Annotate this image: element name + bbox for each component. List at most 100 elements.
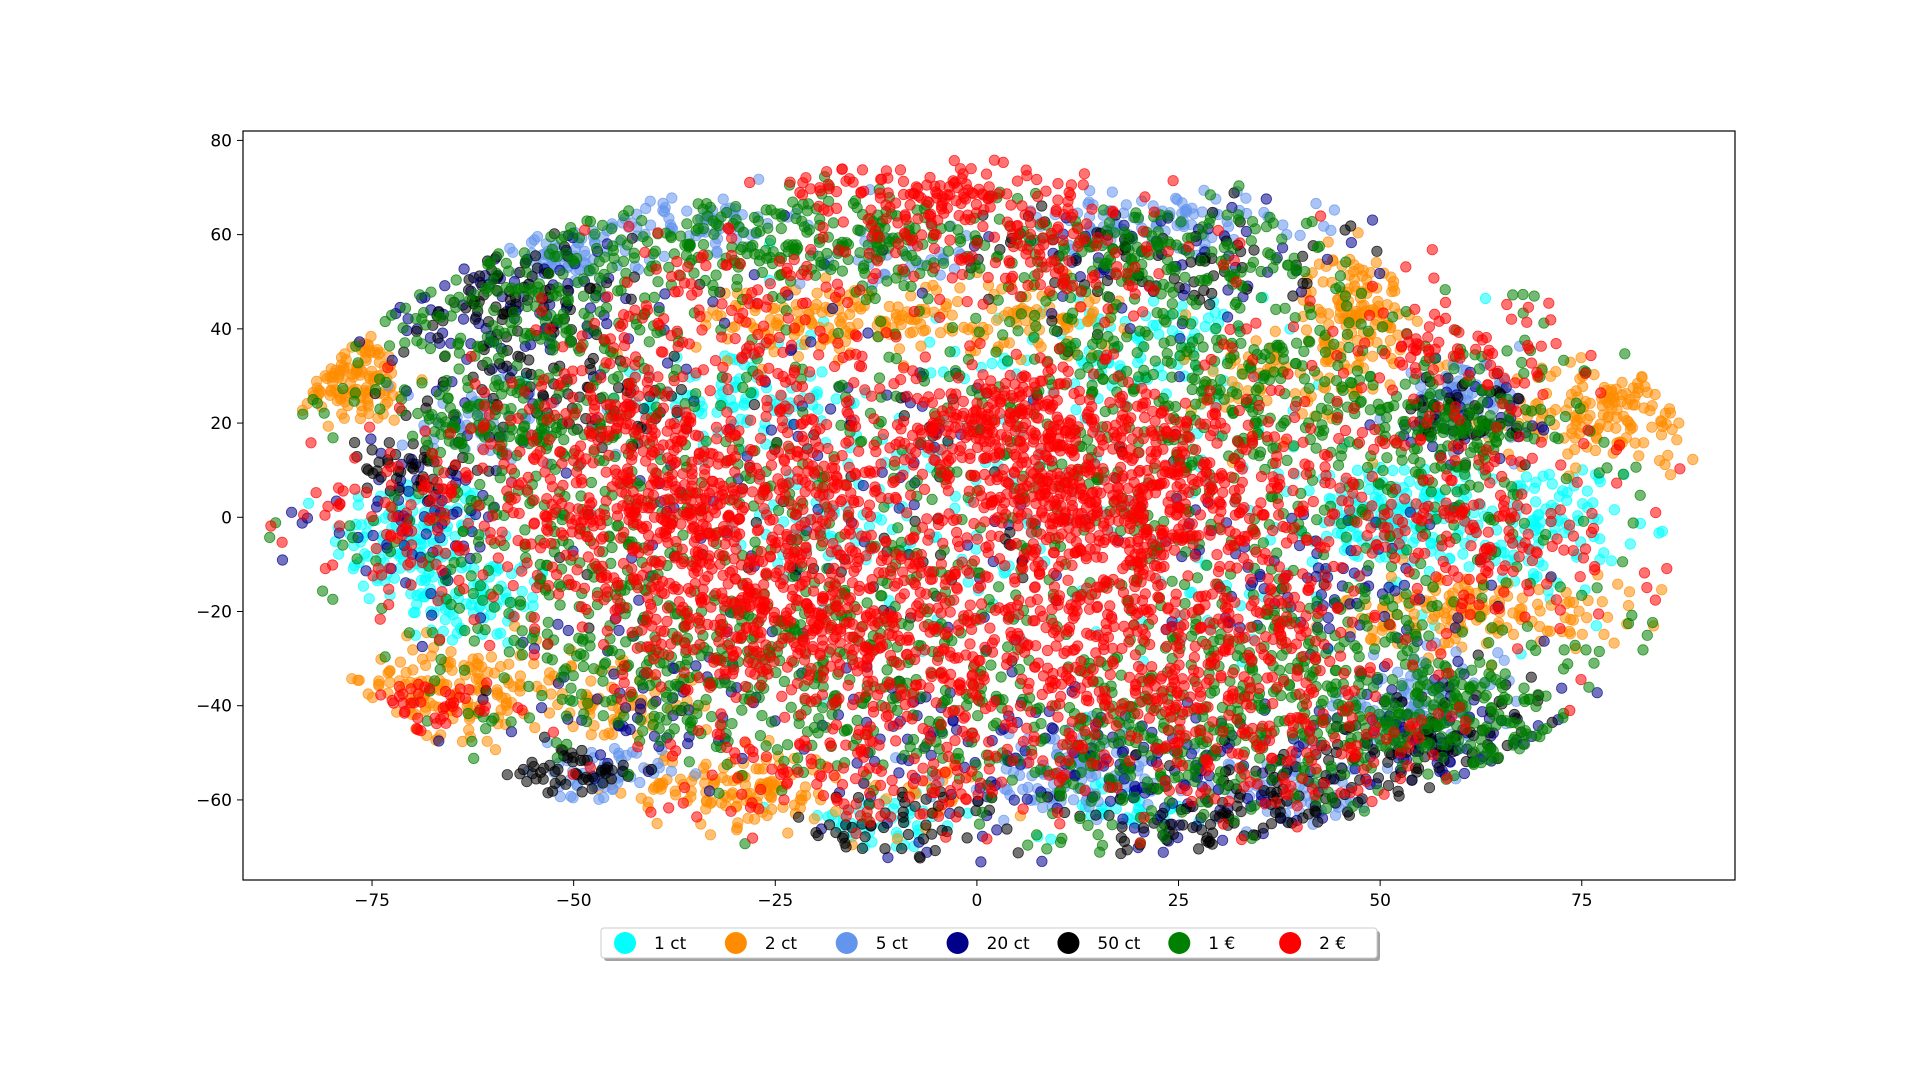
data-point	[902, 828, 915, 841]
data-point	[550, 737, 562, 749]
data-point	[1612, 578, 1624, 590]
data-point	[577, 273, 589, 285]
data-point	[1569, 443, 1581, 456]
data-point	[434, 663, 446, 676]
data-point	[1687, 453, 1699, 466]
data-point	[487, 274, 499, 286]
data-point	[1543, 468, 1555, 481]
data-point	[425, 286, 437, 298]
data-point	[1328, 204, 1341, 216]
data-point	[1287, 290, 1299, 302]
data-point	[565, 682, 577, 694]
data-point	[552, 313, 565, 325]
data-point	[750, 227, 762, 239]
data-point	[811, 287, 823, 299]
data-point	[665, 765, 678, 777]
data-point	[565, 790, 577, 803]
data-point	[1608, 504, 1621, 516]
data-point	[462, 707, 474, 720]
data-point	[516, 585, 528, 598]
data-point	[1321, 253, 1334, 265]
data-point	[1534, 605, 1546, 617]
data-point	[664, 230, 677, 242]
data-point	[620, 749, 632, 762]
data-point	[444, 294, 456, 306]
data-point	[1186, 202, 1198, 214]
data-point	[703, 785, 716, 797]
data-point	[423, 413, 435, 425]
data-point	[1570, 462, 1582, 474]
data-point	[322, 420, 334, 432]
data-point	[1322, 308, 1335, 320]
data-point	[523, 354, 535, 366]
data-point	[420, 528, 432, 540]
data-point	[704, 201, 717, 213]
data-point	[1608, 637, 1620, 649]
data-point	[598, 792, 610, 804]
data-point	[720, 206, 733, 219]
data-point	[1564, 628, 1577, 640]
data-point	[1463, 561, 1475, 573]
data-point	[1297, 812, 1309, 824]
data-point	[1087, 306, 1100, 318]
data-point	[958, 321, 970, 333]
data-point	[692, 223, 705, 235]
data-point	[365, 433, 377, 445]
data-point	[454, 332, 467, 344]
data-point	[575, 688, 588, 700]
data-point	[1240, 192, 1252, 204]
data-point	[782, 827, 794, 839]
data-point	[799, 781, 812, 793]
data-point	[597, 777, 609, 789]
data-point	[775, 223, 787, 235]
data-point	[1452, 391, 1464, 404]
data-point	[374, 347, 386, 359]
data-point	[623, 205, 635, 217]
data-point	[838, 830, 850, 842]
data-point	[648, 291, 660, 303]
data-point	[1385, 571, 1398, 583]
data-point	[365, 330, 377, 343]
data-point	[652, 276, 664, 288]
data-point	[576, 744, 588, 757]
data-point	[402, 485, 415, 497]
data-point	[879, 843, 891, 855]
data-point	[379, 315, 391, 328]
data-point	[1067, 794, 1080, 806]
data-point	[1220, 807, 1232, 819]
data-point	[366, 444, 378, 456]
data-point	[1022, 781, 1034, 794]
data-point	[1629, 437, 1641, 449]
data-point	[710, 269, 722, 281]
data-point	[489, 744, 502, 756]
data-point	[560, 710, 573, 722]
data-point	[1137, 822, 1150, 834]
data-point	[951, 295, 964, 308]
data-point	[830, 393, 842, 405]
data-point	[424, 342, 436, 355]
data-point	[589, 228, 601, 240]
data-point	[1621, 414, 1633, 427]
data-point	[373, 680, 385, 692]
data-point	[344, 377, 356, 389]
data-point	[515, 282, 527, 294]
data-point	[1671, 434, 1683, 446]
data-point	[681, 218, 693, 230]
data-point	[752, 215, 764, 227]
data-point	[812, 829, 824, 842]
data-point	[612, 370, 624, 383]
data-point	[666, 192, 678, 204]
data-point	[492, 248, 505, 260]
data-point	[382, 667, 394, 679]
data-point	[668, 350, 680, 362]
data-point	[587, 352, 599, 365]
data-point	[827, 217, 840, 229]
data-point	[726, 717, 738, 730]
data-point	[1549, 403, 1562, 416]
data-point	[617, 759, 629, 771]
data-point	[1598, 628, 1610, 641]
data-point	[1653, 527, 1665, 539]
data-point	[1045, 833, 1057, 845]
data-point	[1001, 823, 1013, 835]
data-point	[1269, 325, 1281, 337]
